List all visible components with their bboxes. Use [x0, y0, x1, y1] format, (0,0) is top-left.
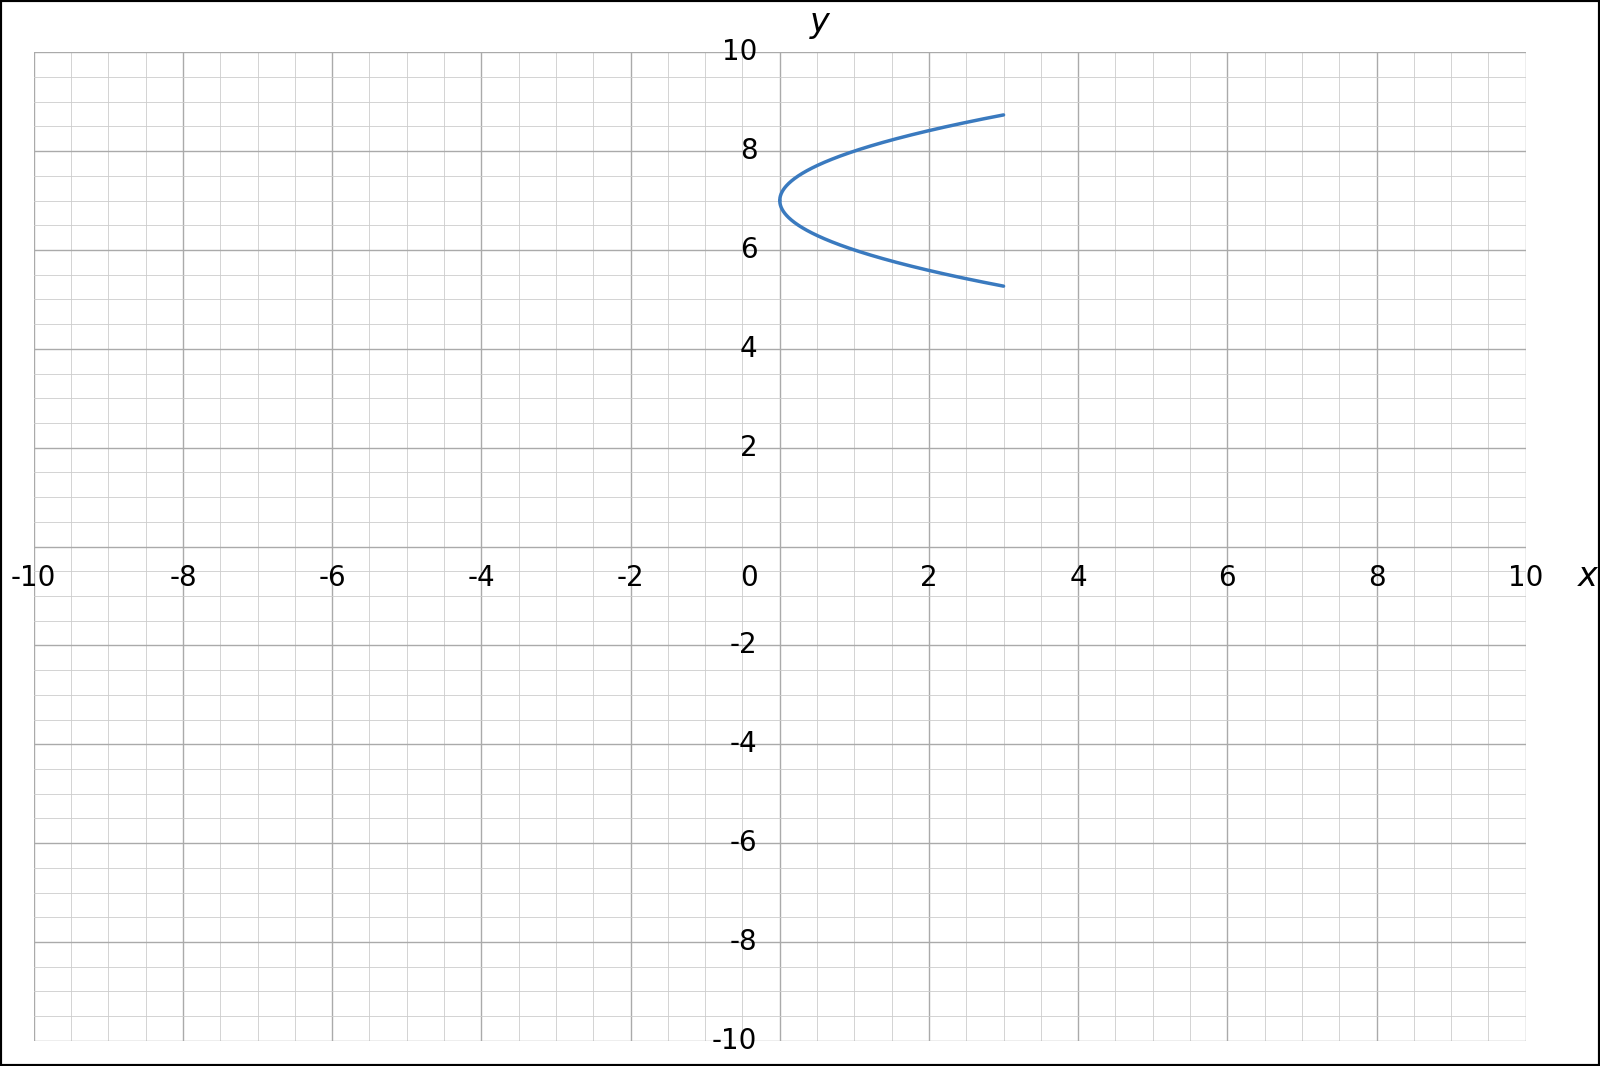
Text: 10: 10	[722, 38, 757, 66]
Text: -10: -10	[712, 1027, 757, 1055]
Text: -8: -8	[170, 564, 197, 592]
Text: 10: 10	[1509, 564, 1544, 592]
Text: y: y	[810, 6, 829, 39]
Text: 4: 4	[739, 335, 757, 362]
Text: 4: 4	[1069, 564, 1086, 592]
Text: 6: 6	[1219, 564, 1237, 592]
Text: -6: -6	[730, 829, 757, 857]
Text: -4: -4	[730, 730, 757, 758]
Text: x: x	[1578, 560, 1598, 593]
Text: 6: 6	[739, 236, 757, 264]
Text: 2: 2	[920, 564, 938, 592]
Text: -10: -10	[11, 564, 56, 592]
Text: -2: -2	[730, 631, 757, 660]
Text: 8: 8	[1368, 564, 1386, 592]
Text: 8: 8	[739, 138, 757, 165]
Text: -2: -2	[616, 564, 645, 592]
Text: 2: 2	[739, 434, 757, 462]
Text: 0: 0	[739, 564, 757, 592]
Text: -4: -4	[467, 564, 494, 592]
Text: -6: -6	[318, 564, 346, 592]
Text: -8: -8	[730, 928, 757, 956]
